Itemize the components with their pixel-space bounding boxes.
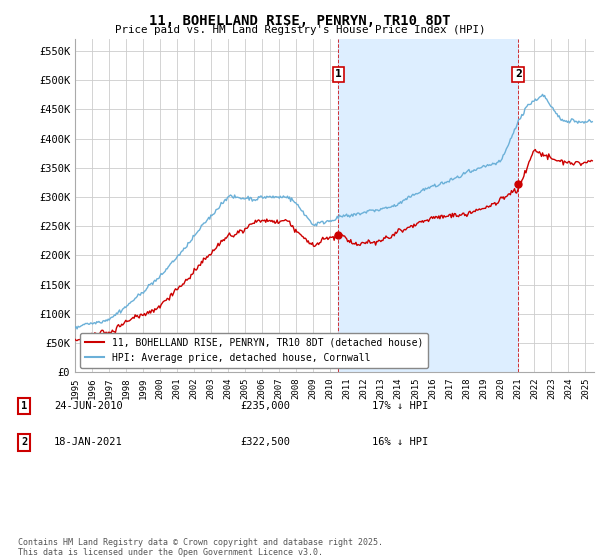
Text: 16% ↓ HPI: 16% ↓ HPI — [372, 437, 428, 447]
Text: 2: 2 — [515, 69, 521, 80]
Text: 18-JAN-2021: 18-JAN-2021 — [54, 437, 123, 447]
Text: 1: 1 — [335, 69, 342, 80]
Text: Contains HM Land Registry data © Crown copyright and database right 2025.
This d: Contains HM Land Registry data © Crown c… — [18, 538, 383, 557]
Text: 1: 1 — [21, 401, 27, 411]
Text: £235,000: £235,000 — [240, 401, 290, 411]
Text: 2: 2 — [21, 437, 27, 447]
Text: 17% ↓ HPI: 17% ↓ HPI — [372, 401, 428, 411]
Text: £322,500: £322,500 — [240, 437, 290, 447]
Text: 11, BOHELLAND RISE, PENRYN, TR10 8DT: 11, BOHELLAND RISE, PENRYN, TR10 8DT — [149, 14, 451, 28]
Bar — [338, 39, 518, 372]
Text: Price paid vs. HM Land Registry's House Price Index (HPI): Price paid vs. HM Land Registry's House … — [115, 25, 485, 35]
Text: 24-JUN-2010: 24-JUN-2010 — [54, 401, 123, 411]
Legend: 11, BOHELLAND RISE, PENRYN, TR10 8DT (detached house), HPI: Average price, detac: 11, BOHELLAND RISE, PENRYN, TR10 8DT (de… — [80, 333, 428, 367]
